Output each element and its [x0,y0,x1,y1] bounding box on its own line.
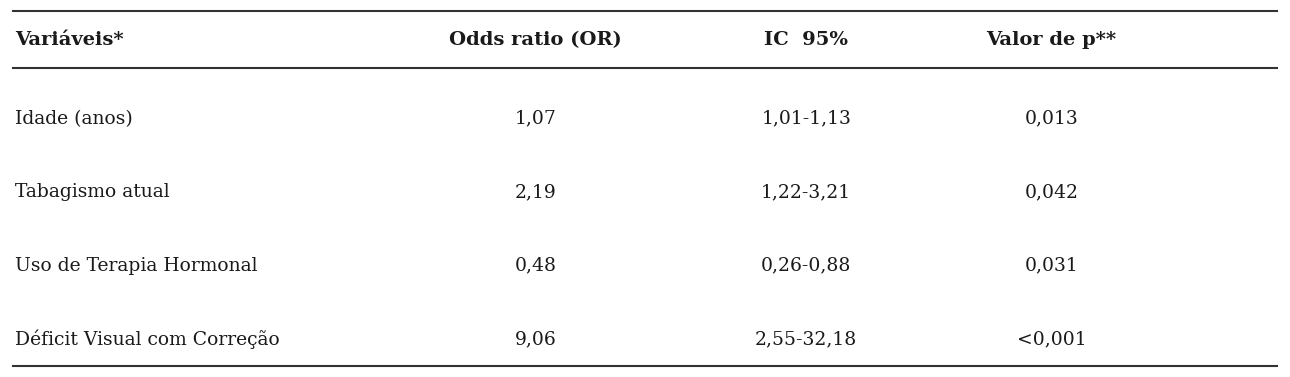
Text: 1,01-1,13: 1,01-1,13 [761,110,851,128]
Text: 1,22-3,21: 1,22-3,21 [761,183,851,201]
Text: Idade (anos): Idade (anos) [15,110,133,128]
Text: 1,07: 1,07 [515,110,556,128]
Text: 0,013: 0,013 [1024,110,1078,128]
Text: IC  95%: IC 95% [764,31,849,49]
Text: Odds ratio (OR): Odds ratio (OR) [449,31,622,49]
Text: Valor de p**: Valor de p** [987,31,1116,49]
Text: Uso de Terapia Hormonal: Uso de Terapia Hormonal [15,257,258,275]
Text: Variáveis*: Variáveis* [15,31,124,49]
Text: 0,26-0,88: 0,26-0,88 [761,257,851,275]
Text: 2,55-32,18: 2,55-32,18 [755,330,858,348]
Text: 0,042: 0,042 [1024,183,1078,201]
Text: <0,001: <0,001 [1017,330,1086,348]
Text: 0,031: 0,031 [1024,257,1078,275]
Text: Tabagismo atual: Tabagismo atual [15,183,170,201]
Text: 0,48: 0,48 [515,257,556,275]
Text: 2,19: 2,19 [515,183,556,201]
Text: 9,06: 9,06 [515,330,556,348]
Text: Déficit Visual com Correção: Déficit Visual com Correção [15,329,280,349]
